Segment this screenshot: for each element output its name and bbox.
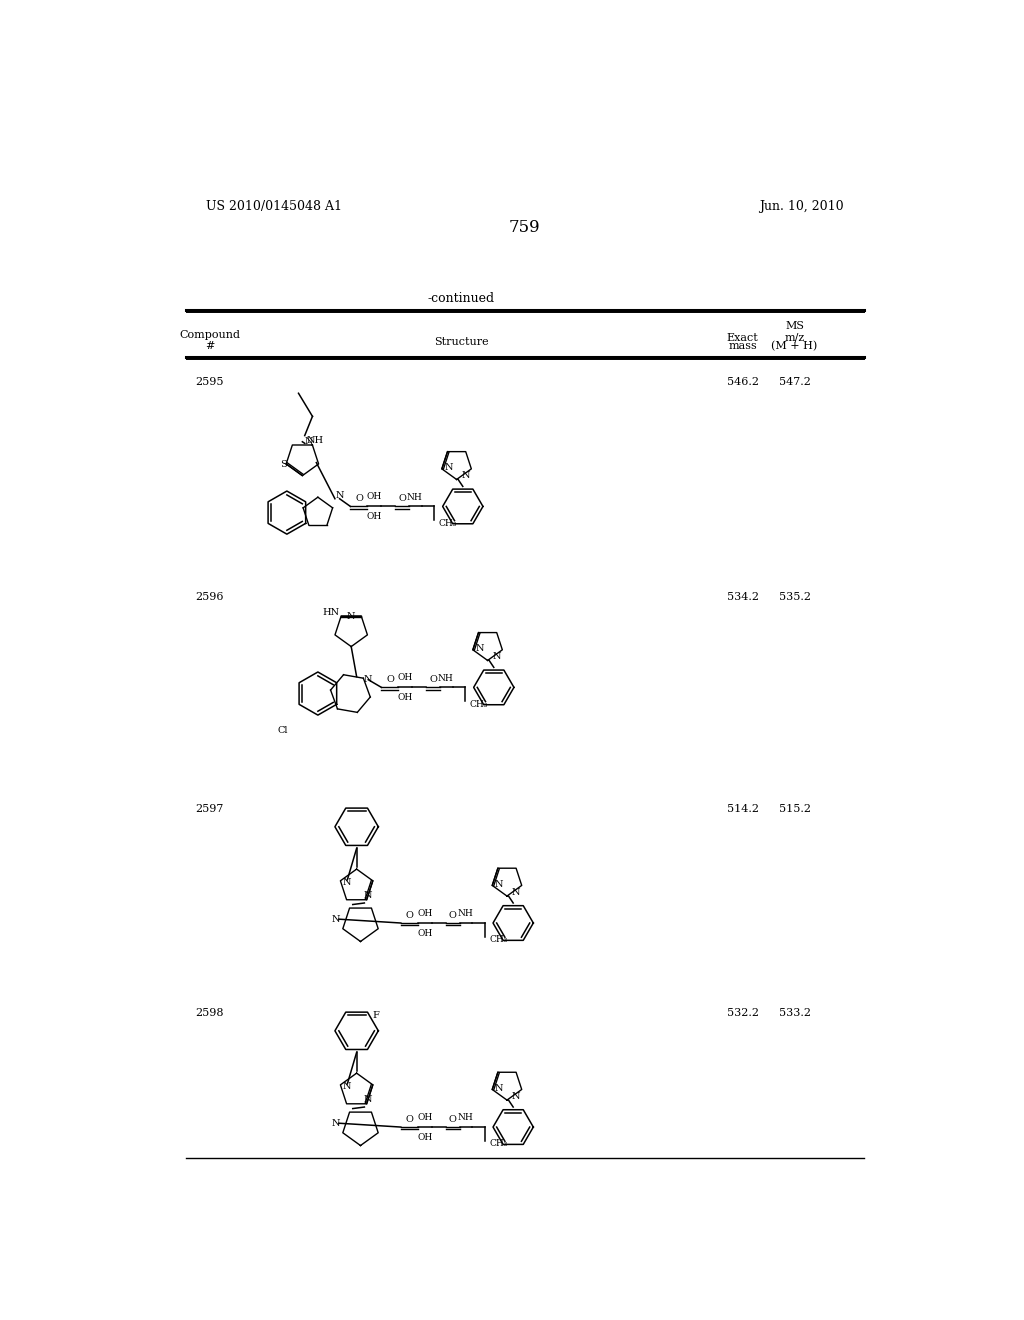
Text: OH: OH <box>417 1113 432 1122</box>
Text: #: # <box>205 342 214 351</box>
Text: N: N <box>335 491 344 500</box>
Text: Cl: Cl <box>278 726 288 735</box>
Text: Compound: Compound <box>179 330 240 341</box>
Text: F: F <box>373 1011 380 1020</box>
Text: 547.2: 547.2 <box>778 376 810 387</box>
Text: N: N <box>364 891 373 900</box>
Text: OH: OH <box>367 512 382 521</box>
Text: NH: NH <box>458 1113 473 1122</box>
Text: N: N <box>495 880 504 888</box>
Text: O: O <box>406 1115 414 1123</box>
Text: m/z: m/z <box>784 333 805 343</box>
Text: N: N <box>475 644 484 653</box>
Text: 2595: 2595 <box>196 376 223 387</box>
Text: N: N <box>512 888 520 896</box>
Text: 533.2: 533.2 <box>778 1008 811 1018</box>
Text: 759: 759 <box>509 219 541 236</box>
Text: OH: OH <box>367 492 382 500</box>
Text: N: N <box>332 1119 340 1127</box>
Text: N: N <box>444 463 453 473</box>
Text: NH: NH <box>407 492 423 502</box>
Text: 2597: 2597 <box>196 804 223 814</box>
Text: N: N <box>364 676 373 684</box>
Text: O: O <box>429 676 437 684</box>
Text: NH: NH <box>438 673 454 682</box>
Text: O: O <box>355 494 362 503</box>
Text: 2596: 2596 <box>196 593 223 602</box>
Text: 515.2: 515.2 <box>778 804 811 814</box>
Text: 2598: 2598 <box>196 1008 223 1018</box>
Text: Structure: Structure <box>434 337 488 347</box>
Text: CH₃: CH₃ <box>489 936 508 944</box>
Text: N: N <box>304 437 312 446</box>
Text: O: O <box>398 494 407 503</box>
Text: N: N <box>493 652 501 661</box>
Text: N: N <box>343 1082 351 1090</box>
Text: N: N <box>462 471 470 480</box>
Text: 546.2: 546.2 <box>727 376 759 387</box>
Text: mass: mass <box>728 342 757 351</box>
Text: OH: OH <box>398 673 413 682</box>
Text: CH₃: CH₃ <box>470 700 488 709</box>
Text: 514.2: 514.2 <box>727 804 759 814</box>
Text: O: O <box>406 911 414 920</box>
Text: NH: NH <box>458 909 473 919</box>
Text: N: N <box>332 915 340 924</box>
Text: S: S <box>281 461 287 470</box>
Text: (M + H): (M + H) <box>771 341 817 351</box>
Text: N: N <box>364 1094 373 1104</box>
Text: HN: HN <box>323 609 340 618</box>
Text: N: N <box>512 1092 520 1101</box>
Text: OH: OH <box>417 908 432 917</box>
Text: O: O <box>386 676 394 684</box>
Text: MS: MS <box>785 321 804 331</box>
Text: 532.2: 532.2 <box>727 1008 759 1018</box>
Text: O: O <box>449 911 457 920</box>
Text: Exact: Exact <box>727 333 759 343</box>
Text: O: O <box>449 1115 457 1123</box>
Text: N: N <box>343 878 351 887</box>
Text: OH: OH <box>417 1133 432 1142</box>
Text: 535.2: 535.2 <box>778 593 811 602</box>
Text: CH₃: CH₃ <box>439 519 458 528</box>
Text: -continued: -continued <box>428 292 495 305</box>
Text: OH: OH <box>398 693 413 702</box>
Text: 534.2: 534.2 <box>727 593 759 602</box>
Text: N: N <box>495 1084 504 1093</box>
Text: N: N <box>347 612 355 620</box>
Text: US 2010/0145048 A1: US 2010/0145048 A1 <box>206 199 341 213</box>
Text: Jun. 10, 2010: Jun. 10, 2010 <box>760 199 844 213</box>
Text: OH: OH <box>417 928 432 937</box>
Text: CH₃: CH₃ <box>489 1139 508 1148</box>
Text: NH: NH <box>307 437 325 445</box>
